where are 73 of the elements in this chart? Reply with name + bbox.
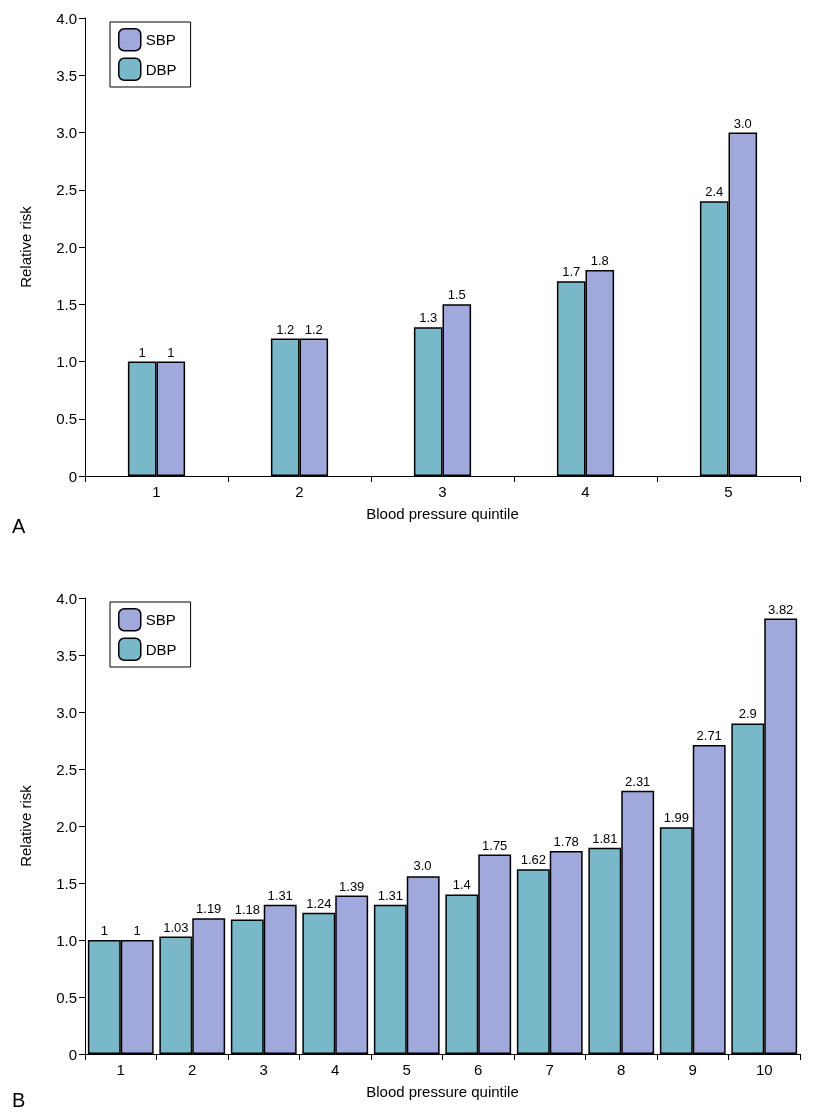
x-tick-label: 1 bbox=[116, 1061, 125, 1078]
data-label: 2.4 bbox=[705, 184, 724, 200]
y-tick-label: 2.0 bbox=[56, 817, 77, 835]
data-label: 1.18 bbox=[234, 902, 260, 918]
data-label: 1.24 bbox=[306, 895, 332, 911]
annotation: 3.0 bbox=[413, 858, 432, 874]
y-tick-label: 2.5 bbox=[56, 181, 77, 199]
y-tick-label: 3.5 bbox=[56, 66, 77, 84]
legend-label: DBP bbox=[145, 60, 177, 78]
y-tick-label: 1.5 bbox=[56, 295, 77, 313]
y-tick-label: 0 bbox=[68, 1045, 77, 1063]
text: B bbox=[12, 1089, 26, 1111]
data-label: 1.39 bbox=[339, 878, 365, 894]
x-tick-label: 4 bbox=[581, 483, 590, 500]
x-tick-label: 1 bbox=[152, 483, 161, 500]
data-label: 1.2 bbox=[276, 321, 295, 337]
text: A bbox=[12, 515, 26, 537]
x-tick-label: 3 bbox=[438, 483, 447, 500]
y-tick-label: 0 bbox=[68, 467, 77, 485]
data-label: 1 bbox=[167, 344, 175, 360]
data-label: 1.81 bbox=[592, 830, 618, 846]
data-label: 1.78 bbox=[553, 834, 579, 850]
x-tick-label: 9 bbox=[688, 1061, 697, 1078]
y-tick-label: 2.5 bbox=[56, 760, 77, 778]
x-tick-label: 5 bbox=[402, 1061, 411, 1078]
y-tick-label: 2.0 bbox=[56, 238, 77, 256]
x-tick-label: 2 bbox=[295, 483, 304, 500]
x-tick-label: 3 bbox=[259, 1061, 268, 1078]
x-tick-label: 10 bbox=[755, 1061, 773, 1078]
y-tick-label: 3.0 bbox=[56, 124, 77, 141]
legend-label: DBP bbox=[145, 640, 177, 658]
legend-label: SBP bbox=[145, 31, 176, 49]
x-tick-label: 7 bbox=[545, 1061, 554, 1078]
data-label: 1.7 bbox=[562, 264, 581, 280]
x-tick-label: 8 bbox=[617, 1061, 626, 1078]
data-label: 1 bbox=[133, 923, 141, 938]
data-label: 1.3 bbox=[419, 310, 438, 326]
data-label: 1.5 bbox=[447, 287, 466, 303]
data-label: 3.0 bbox=[733, 115, 752, 131]
data-label: 1.8 bbox=[590, 252, 609, 268]
data-label: 1.2 bbox=[304, 321, 323, 337]
y-tick-label: 0.5 bbox=[56, 410, 77, 428]
data-label: 1.75 bbox=[482, 837, 508, 853]
data-label: 3.82 bbox=[768, 601, 794, 617]
data-label: 1.4 bbox=[452, 877, 471, 893]
y-tick-label: 1.0 bbox=[56, 931, 77, 949]
data-label: 2.31 bbox=[625, 773, 651, 789]
data-label: 2.71 bbox=[696, 728, 722, 744]
data-label: 1 bbox=[138, 344, 146, 360]
data-label: 1.99 bbox=[663, 810, 689, 826]
y-tick-label: 1.0 bbox=[56, 353, 77, 370]
data-label: 1.19 bbox=[196, 901, 222, 917]
y-tick-label: 0.5 bbox=[56, 988, 77, 1006]
data-label: 1 bbox=[100, 923, 108, 938]
data-label: 1.31 bbox=[377, 887, 403, 903]
data-label: 1.31 bbox=[267, 887, 293, 903]
x-axis-title: Blood pressure quintile bbox=[366, 1083, 519, 1100]
y-tick-label: 4.0 bbox=[56, 9, 77, 27]
x-axis-title: Blood pressure quintile bbox=[366, 505, 519, 522]
x-tick-label: 4 bbox=[331, 1061, 340, 1078]
x-tick-label: 2 bbox=[188, 1061, 197, 1078]
data-label: 1.62 bbox=[520, 852, 546, 868]
y-tick-label: 4.0 bbox=[56, 589, 77, 607]
y-axis-title: Relative risk bbox=[17, 784, 34, 867]
x-tick-label: 5 bbox=[724, 483, 733, 500]
x-tick-label: 6 bbox=[474, 1061, 483, 1078]
y-tick-label: 3.5 bbox=[56, 646, 77, 664]
legend-label: SBP bbox=[145, 611, 176, 629]
y-axis-title: Relative risk bbox=[17, 205, 34, 288]
y-tick-label: 3.0 bbox=[56, 703, 77, 721]
data-label: 2.9 bbox=[738, 706, 757, 722]
data-label: 1.03 bbox=[163, 919, 189, 935]
y-tick-label: 1.5 bbox=[56, 874, 77, 892]
